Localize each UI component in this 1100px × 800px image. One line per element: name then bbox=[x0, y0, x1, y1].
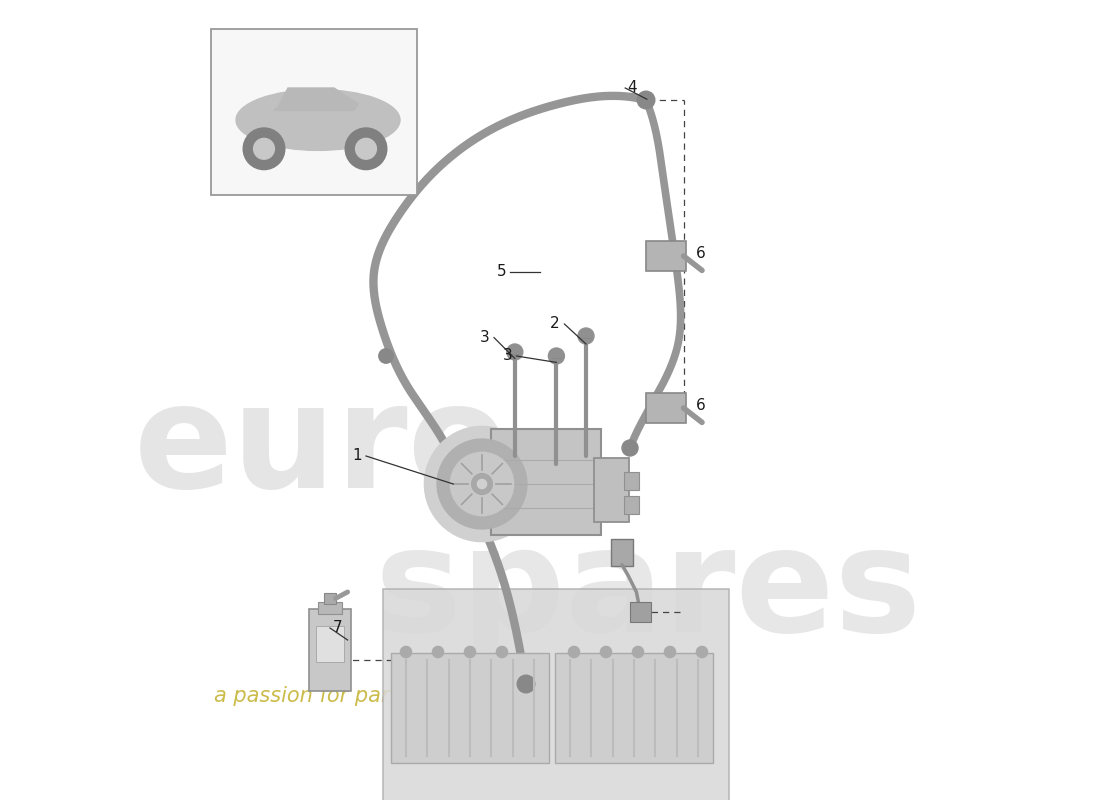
FancyBboxPatch shape bbox=[646, 393, 686, 423]
Text: 3: 3 bbox=[481, 330, 490, 345]
FancyBboxPatch shape bbox=[390, 653, 549, 763]
Circle shape bbox=[578, 328, 594, 344]
Circle shape bbox=[243, 128, 285, 170]
Circle shape bbox=[696, 646, 707, 658]
Circle shape bbox=[437, 439, 527, 529]
FancyBboxPatch shape bbox=[316, 626, 344, 662]
Text: 6: 6 bbox=[695, 246, 705, 261]
Circle shape bbox=[450, 452, 514, 516]
Circle shape bbox=[254, 138, 274, 159]
Text: 4: 4 bbox=[627, 81, 637, 95]
Polygon shape bbox=[274, 88, 358, 110]
Text: 3: 3 bbox=[503, 349, 513, 363]
FancyBboxPatch shape bbox=[491, 429, 602, 535]
Circle shape bbox=[464, 646, 475, 658]
Circle shape bbox=[425, 426, 540, 542]
Text: euro: euro bbox=[134, 378, 509, 518]
FancyBboxPatch shape bbox=[630, 602, 651, 622]
Text: 2: 2 bbox=[550, 317, 560, 331]
Circle shape bbox=[569, 646, 580, 658]
FancyBboxPatch shape bbox=[309, 609, 351, 691]
Circle shape bbox=[517, 675, 535, 693]
Circle shape bbox=[637, 91, 654, 109]
Circle shape bbox=[549, 348, 564, 364]
FancyBboxPatch shape bbox=[625, 472, 639, 490]
Text: 6: 6 bbox=[695, 398, 705, 413]
Circle shape bbox=[496, 646, 507, 658]
Text: a passion for parts since 1985: a passion for parts since 1985 bbox=[214, 686, 529, 706]
Circle shape bbox=[507, 344, 522, 360]
FancyBboxPatch shape bbox=[625, 496, 639, 514]
Text: 1: 1 bbox=[352, 449, 362, 463]
Ellipse shape bbox=[236, 90, 400, 150]
Circle shape bbox=[400, 646, 411, 658]
FancyBboxPatch shape bbox=[383, 589, 729, 800]
FancyBboxPatch shape bbox=[318, 602, 342, 614]
Text: 7: 7 bbox=[332, 621, 342, 635]
Circle shape bbox=[621, 440, 638, 456]
Text: 5: 5 bbox=[496, 265, 506, 279]
FancyBboxPatch shape bbox=[594, 458, 629, 522]
FancyBboxPatch shape bbox=[646, 241, 686, 271]
Circle shape bbox=[432, 646, 443, 658]
Circle shape bbox=[345, 128, 387, 170]
Circle shape bbox=[477, 479, 486, 489]
Circle shape bbox=[664, 646, 675, 658]
Circle shape bbox=[472, 474, 493, 494]
FancyBboxPatch shape bbox=[211, 29, 417, 195]
FancyBboxPatch shape bbox=[610, 539, 634, 566]
Circle shape bbox=[378, 349, 393, 363]
Circle shape bbox=[601, 646, 612, 658]
Circle shape bbox=[632, 646, 644, 658]
FancyBboxPatch shape bbox=[554, 653, 713, 763]
Text: spares: spares bbox=[374, 522, 921, 662]
Circle shape bbox=[355, 138, 376, 159]
FancyBboxPatch shape bbox=[323, 593, 337, 604]
